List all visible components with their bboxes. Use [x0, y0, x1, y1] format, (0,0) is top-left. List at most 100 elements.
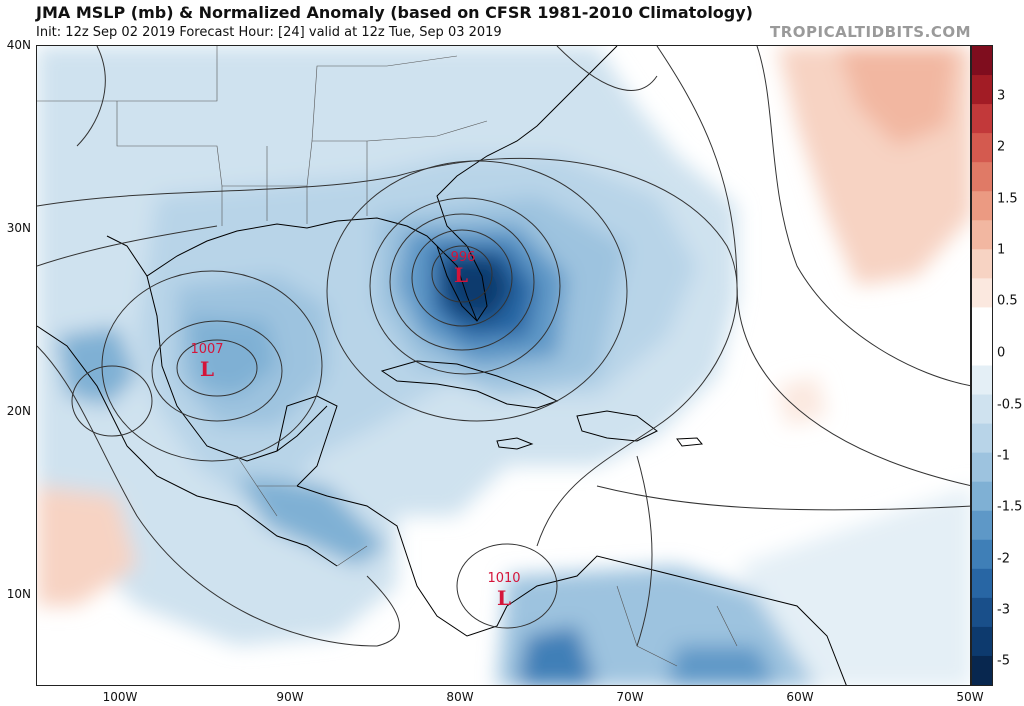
lon-label-60w: 60W: [786, 690, 814, 704]
chart-title: JMA MSLP (mb) & Normalized Anomaly (base…: [36, 3, 753, 22]
isobar-broad-3: [656, 46, 970, 487]
colorbar-swatch: [972, 394, 992, 425]
isobar-mexico: [71, 365, 153, 437]
lat-label-20n: 20N: [6, 404, 31, 418]
low-1010-value: 1010: [487, 571, 520, 586]
anomaly-negative-venezuela-core: [667, 646, 777, 685]
colorbar-label-neg-5: -5: [997, 653, 1010, 669]
map-panel: 996 L 1007 L 1010 L: [36, 45, 971, 686]
colorbar-label-3: 3: [997, 88, 1006, 104]
colorbar-label-1-5: 1.5: [997, 191, 1018, 207]
colorbar-swatch: [972, 452, 992, 483]
anomaly-positive-atlantic-patch: [777, 376, 827, 426]
isobar-broad-6: [37, 345, 400, 647]
colorbar-label-neg-1: -1: [997, 448, 1010, 464]
florida: [436, 245, 478, 322]
low-1007: 1007 L: [190, 342, 223, 381]
colorbar-swatch: [972, 655, 992, 686]
low-1010-symbol: L: [497, 586, 511, 610]
colorbar-swatch: [972, 423, 992, 454]
isobar-broad-2: [37, 225, 218, 267]
colorbar-label-neg-2: -2: [997, 551, 1010, 567]
political-borders: [37, 46, 738, 667]
colorbar-swatch: [972, 162, 992, 192]
low-1010: 1010 L: [487, 571, 520, 610]
jamaica: [496, 437, 534, 450]
lon-label-50w: 50W: [956, 690, 984, 704]
low-1007-value: 1007: [190, 342, 223, 357]
brand-watermark: TROPICALTIDBITS.COM: [770, 23, 971, 41]
isobar-broad-1: [37, 157, 738, 547]
colorbar-swatch: [972, 365, 992, 396]
lat-label-30n: 30N: [6, 221, 31, 235]
lon-label-100w: 100W: [102, 690, 138, 704]
colorbar-label-neg-0-5: -0.5: [997, 397, 1023, 413]
colorbar-swatch: [972, 75, 992, 105]
colorbar-label-1: 1: [997, 242, 1006, 258]
colorbar: [971, 45, 993, 686]
anomaly-negative-central-america: [237, 476, 387, 566]
anomaly-negative-atlantic: [737, 486, 970, 685]
colorbar-label-0-5: 0.5: [997, 293, 1018, 309]
colorbar-swatch: [972, 46, 992, 76]
colorbar-swatch: [972, 336, 992, 366]
colorbar-swatch: [972, 307, 992, 337]
cuba: [380, 360, 559, 409]
lat-label-10n: 10N: [6, 587, 31, 601]
isobar-1007-1: [176, 339, 258, 397]
colorbar-swatch: [972, 539, 992, 570]
colorbar-swatch: [972, 568, 992, 599]
isobar-broad-7: [636, 455, 653, 647]
puerto-rico: [676, 437, 703, 447]
isobar-996-1: [431, 245, 493, 303]
colorbar-swatch: [972, 133, 992, 163]
chart-subtitle: Init: 12z Sep 02 2019 Forecast Hour: [24…: [36, 25, 502, 40]
low-996-value: 996: [451, 250, 476, 265]
colorbar-swatch: [972, 191, 992, 221]
yucatan: [276, 395, 338, 487]
colorbar-swatch: [972, 104, 992, 134]
hispaniola: [576, 410, 658, 442]
central-america: [296, 485, 508, 637]
colorbar-label-neg-1-5: -1.5: [997, 499, 1023, 515]
colorbar-swatches: [972, 46, 992, 686]
isobar-996-3: [389, 213, 535, 351]
anomaly-negative-mexico: [57, 326, 137, 406]
anomaly-negative-south-america-core: [517, 626, 597, 685]
lon-label-80w: 80W: [446, 690, 474, 704]
mexico-coast: [146, 275, 328, 462]
isobars: [37, 46, 970, 647]
colorbar-label-neg-3: -3: [997, 602, 1010, 618]
isobar-1010: [456, 543, 558, 629]
colorbar-swatch: [972, 510, 992, 541]
low-996: 996 L: [451, 250, 476, 287]
isobar-broad-9: [596, 485, 970, 511]
colorbar-swatch: [972, 220, 992, 250]
colorbar-label-0: 0: [997, 345, 1006, 361]
isobar-1007-2: [151, 320, 283, 422]
isobar-996-2: [411, 229, 513, 327]
colorbar-swatch: [972, 481, 992, 512]
lat-label-40n: 40N: [6, 38, 31, 52]
lon-label-90w: 90W: [276, 690, 304, 704]
map-canvas: 996 L 1007 L 1010 L: [37, 46, 970, 685]
anomaly-positive-northeast-core: [837, 46, 957, 146]
low-996-symbol: L: [454, 263, 468, 287]
colorbar-swatch: [972, 597, 992, 628]
isobar-broad-4: [756, 46, 970, 387]
isobar-996-4: [369, 197, 561, 375]
south-america-north: [506, 555, 847, 685]
coastlines: [37, 46, 847, 685]
colorbar-swatch: [972, 249, 992, 279]
colorbar-swatch: [972, 278, 992, 308]
colorbar-swatch: [972, 626, 992, 657]
isobar-broad-8: [76, 46, 106, 147]
isobar-1007-3: [101, 270, 323, 462]
anomaly-positive-pacific: [37, 486, 137, 606]
colorbar-label-2: 2: [997, 139, 1006, 155]
us-gulf-coast: [106, 46, 618, 322]
isobar-broad-5: [556, 46, 658, 91]
anomaly-negative-gulf-core: [187, 316, 277, 396]
low-1007-symbol: L: [200, 357, 214, 381]
mexico-pacific-coast: [37, 325, 338, 567]
